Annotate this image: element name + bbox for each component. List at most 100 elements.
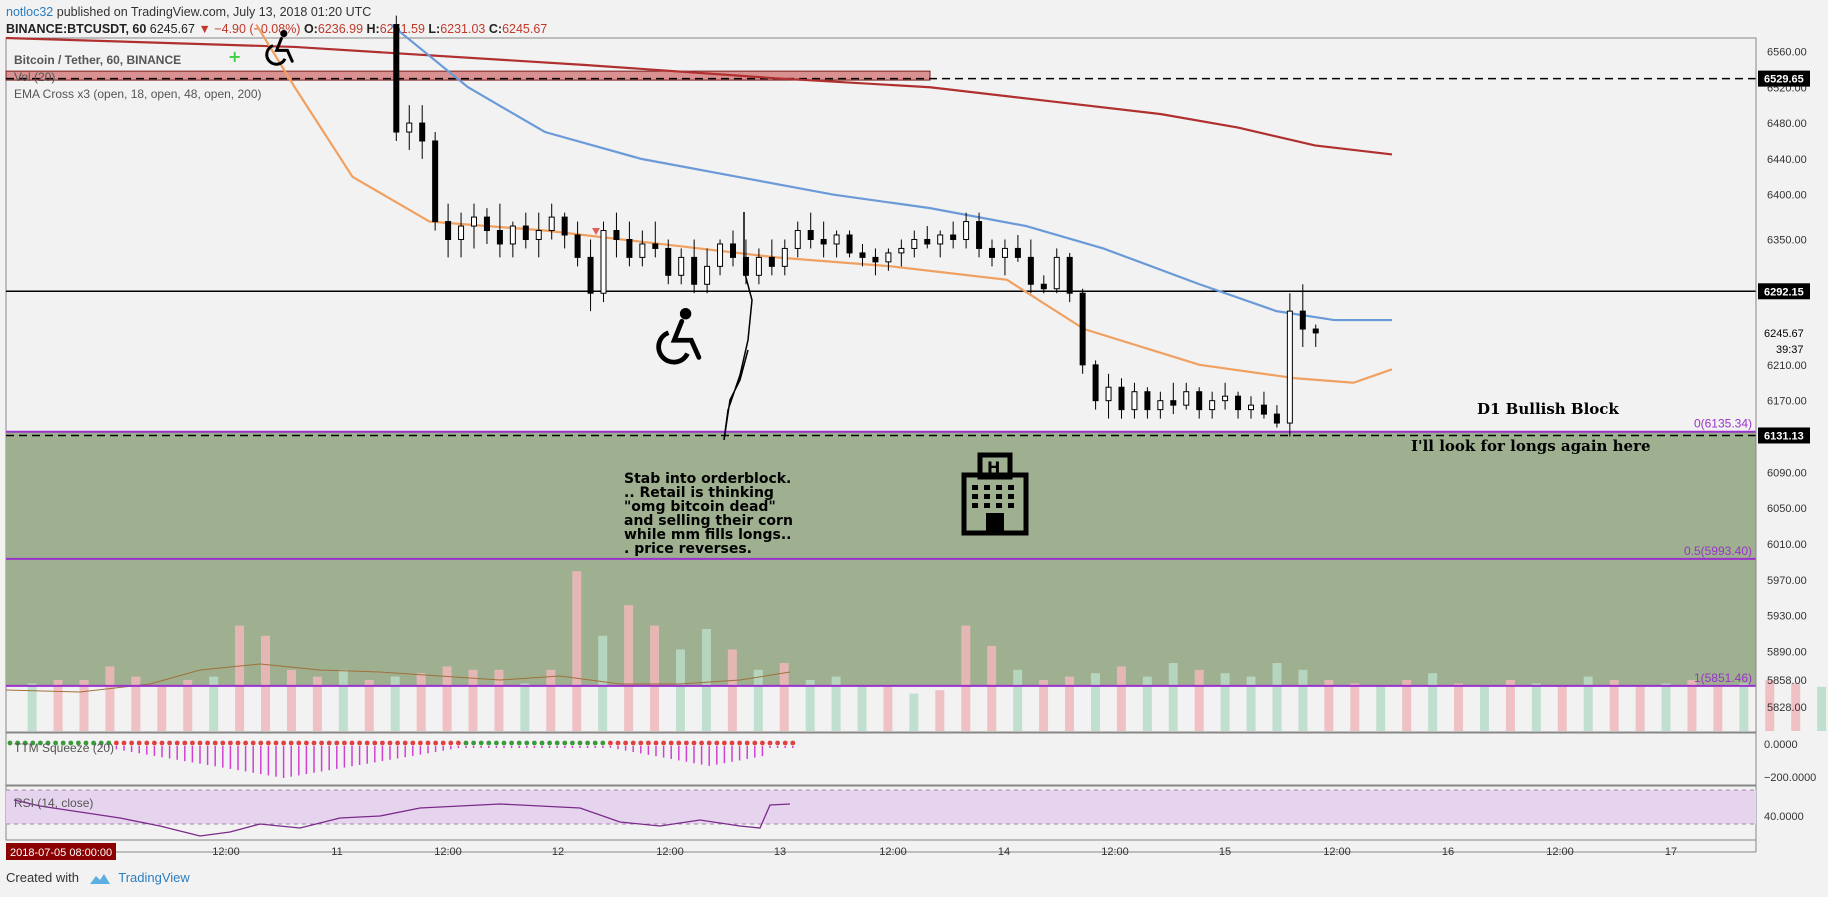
fib-label-0: 0(6135.34) — [1694, 417, 1752, 431]
volume-bar — [1376, 686, 1386, 731]
volume-bar — [1324, 680, 1334, 731]
ema-fast-line — [255, 23, 1393, 384]
ttm-axis-0: 0.0000 — [1764, 739, 1798, 751]
volume-bar — [1557, 686, 1567, 731]
candle-body — [1001, 247, 1008, 258]
rsi-axis-0: 40.0000 — [1764, 811, 1804, 823]
candle-body — [924, 238, 931, 245]
candle-body — [419, 122, 426, 142]
tradingview-link[interactable]: TradingView — [118, 870, 190, 885]
candle-body — [639, 243, 646, 258]
volume-bar — [572, 571, 582, 731]
squeeze-dot — [30, 740, 36, 746]
author-link[interactable]: notloc32 — [6, 5, 54, 19]
y-tick-label: 6090.00 — [1767, 467, 1807, 479]
candle-body — [1144, 391, 1151, 411]
candle-body — [846, 234, 853, 254]
x-tick-label: 12:00 — [434, 846, 462, 858]
low-label: L: — [428, 22, 441, 36]
squeeze-dot — [250, 740, 256, 746]
squeeze-dot — [448, 740, 454, 746]
squeeze-dot — [524, 740, 530, 746]
y-tick-label: 6400.00 — [1767, 190, 1807, 202]
squeeze-dot — [144, 740, 150, 746]
candle-body — [820, 238, 827, 245]
candle-body — [613, 230, 620, 240]
squeeze-dot — [501, 740, 507, 746]
squeeze-dot — [699, 740, 704, 746]
candle-body — [1273, 413, 1280, 424]
squeeze-dot — [509, 740, 514, 746]
volume-bar — [209, 676, 219, 731]
volume-bar — [1168, 663, 1178, 731]
volume-bar — [286, 669, 296, 731]
volume-bar — [27, 683, 37, 731]
volume-bar — [390, 676, 400, 731]
resistance-box — [5, 70, 931, 81]
candle-body — [1118, 386, 1125, 411]
volume-bar — [1065, 676, 1075, 731]
price-tag-1 — [1758, 283, 1810, 300]
y-tick-label: 5930.00 — [1767, 611, 1807, 623]
squeeze-dot — [372, 740, 378, 746]
y-tick-label: 6210.00 — [1767, 360, 1807, 372]
squeeze-dot — [121, 740, 127, 746]
candle-body — [1170, 400, 1177, 406]
ttm-axis-1: −200.0000 — [1764, 772, 1816, 784]
price-tag-text-1: 6292.15 — [1764, 286, 1804, 298]
x-tick-label: 12:00 — [1546, 846, 1574, 858]
buy-signal-marker: + — [228, 47, 241, 66]
candle-body — [574, 234, 581, 258]
squeeze-dot — [281, 740, 286, 746]
squeeze-dot — [630, 740, 636, 746]
squeeze-dot — [326, 740, 332, 746]
candle-body — [600, 230, 607, 294]
open-value: 6236.99 — [317, 22, 364, 36]
volume-bar — [727, 649, 737, 731]
candle-body — [989, 247, 995, 258]
squeeze-dot — [600, 740, 606, 746]
candle-body — [1040, 283, 1047, 290]
squeeze-dot — [547, 740, 552, 746]
volume-bar — [1220, 673, 1230, 731]
volume-bar — [857, 686, 867, 731]
volume-bar — [1039, 680, 1049, 731]
candle-body — [1222, 395, 1229, 402]
candle-body — [1260, 404, 1267, 415]
price-tag-3 — [1758, 427, 1810, 444]
candle-body — [483, 216, 490, 232]
squeeze-dot — [782, 740, 788, 746]
volume-bar — [364, 680, 374, 731]
volume-bar — [1817, 686, 1827, 731]
x-tick-label: 14 — [998, 846, 1010, 858]
candle-body — [548, 216, 555, 232]
candle-body — [885, 252, 892, 263]
volume-ma-line — [5, 663, 791, 693]
volume-bar — [1661, 683, 1671, 731]
squeeze-dot — [433, 740, 438, 746]
volume-bar — [338, 669, 348, 731]
squeeze-dot — [205, 740, 211, 746]
squeeze-dot — [357, 740, 362, 746]
candle-body — [781, 247, 788, 267]
candle-body — [911, 238, 918, 249]
candle-body — [522, 225, 529, 240]
candle-body — [496, 230, 503, 245]
squeeze-dot — [532, 740, 537, 746]
low-value: 6231.03 — [440, 22, 486, 36]
squeeze-dot — [471, 740, 476, 746]
volume-bar — [935, 690, 945, 731]
squeeze-dot — [159, 740, 165, 746]
squeeze-dot — [714, 740, 720, 746]
squeeze-dot — [570, 740, 575, 746]
volume-bar — [235, 625, 245, 731]
squeeze-dot — [767, 740, 773, 746]
squeeze-dot — [395, 740, 400, 746]
squeeze-dot — [402, 740, 408, 746]
squeeze-dot — [258, 740, 264, 746]
candle-body — [704, 265, 711, 285]
candle-body — [976, 221, 983, 249]
svg-text:H: H — [987, 458, 1000, 477]
squeeze-dot — [228, 740, 233, 746]
